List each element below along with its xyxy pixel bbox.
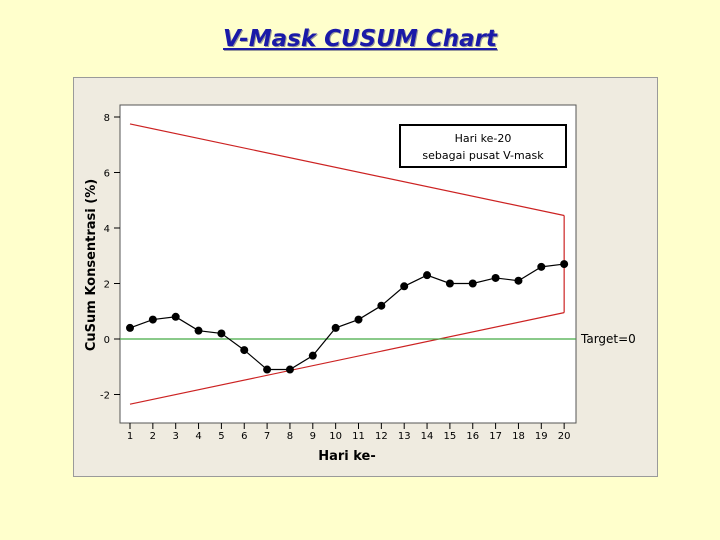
x-tick-label: 8 [287, 431, 293, 442]
x-tick-label: 9 [310, 431, 316, 442]
v-mask-upper-arm [129, 123, 565, 217]
x-tick-label: 20 [558, 431, 571, 442]
cusum-point [354, 315, 363, 324]
cusum-point [171, 312, 180, 321]
x-tick-label: 19 [535, 431, 548, 442]
x-tick-label: 15 [444, 431, 457, 442]
x-tick-label: 7 [264, 431, 270, 442]
x-tick-label: 2 [150, 431, 156, 442]
x-tick-label: 13 [398, 431, 411, 442]
y-tick-label: -2 [100, 391, 110, 402]
slide-title: V-Mask CUSUM Chart [223, 26, 497, 52]
x-tick-label: 1 [127, 431, 133, 442]
x-axis-title: Hari ke- [318, 449, 376, 464]
x-tick-label: 12 [375, 431, 388, 442]
x-tick-label: 18 [512, 431, 525, 442]
cusum-point [194, 326, 203, 335]
annotation-line-2: sebagai pusat V-mask [422, 149, 544, 162]
x-tick-label: 5 [218, 431, 224, 442]
x-tick-label: 17 [489, 431, 502, 442]
annotation-frame [399, 124, 567, 168]
annotation-line-1: Hari ke-20 [455, 132, 512, 145]
cusum-point [445, 279, 454, 288]
cusum-point [400, 282, 409, 291]
x-tick-label: 16 [466, 431, 479, 442]
cusum-point [468, 279, 477, 288]
y-tick-label: 2 [104, 280, 110, 291]
cusum-point [126, 323, 134, 332]
cusum-series [126, 260, 569, 374]
cusum-point [560, 260, 569, 269]
cusum-point [285, 365, 294, 374]
cusum-point [308, 351, 317, 360]
x-tick-label: 4 [195, 431, 201, 442]
y-tick-label: 4 [104, 224, 110, 235]
cusum-point [537, 262, 546, 271]
v-mask-lower-arm [129, 312, 565, 405]
cusum-point [423, 271, 432, 280]
y-axis: 8 6 4 2 0 -2 [100, 113, 120, 402]
annotation-box: Hari ke-20 sebagai pusat V-mask [399, 124, 567, 168]
x-axis: 1 2 3 4 5 6 7 8 9 10 11 12 13 14 15 16 17 18 19 20 [127, 423, 571, 442]
cusum-point [491, 273, 500, 282]
x-tick-label: 10 [329, 431, 342, 442]
cusum-point [148, 315, 157, 324]
cusum-point [377, 301, 386, 310]
y-tick-label: 6 [104, 169, 110, 180]
cusum-point [514, 276, 523, 285]
cusum-point [263, 365, 272, 374]
y-tick-label: 8 [104, 113, 110, 124]
x-tick-label: 11 [352, 431, 365, 442]
target-label: Target=0 [580, 332, 636, 346]
x-tick-label: 14 [421, 431, 434, 442]
x-tick-label: 3 [173, 431, 179, 442]
cusum-point [217, 329, 226, 338]
y-tick-label: 0 [104, 335, 110, 346]
cusum-point [331, 323, 340, 332]
x-tick-label: 6 [241, 431, 247, 442]
target-line-group: Target=0 [120, 332, 636, 346]
cusum-point [240, 346, 249, 355]
y-axis-title: CuSum Konsentrasi (%) [84, 179, 99, 351]
